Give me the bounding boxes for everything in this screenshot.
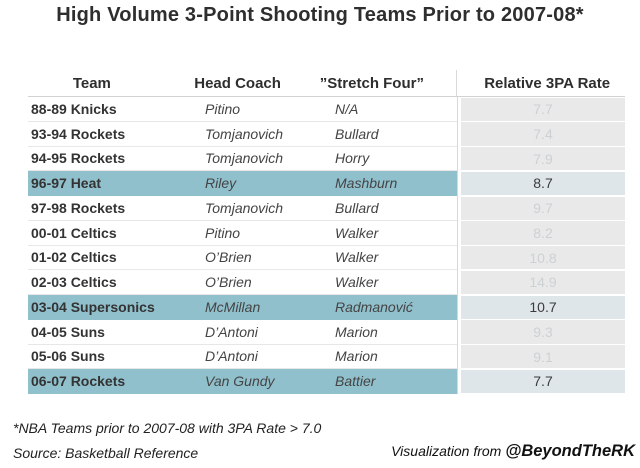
rate-value: 10.8: [461, 246, 625, 270]
table-row: 05-06 Suns D’Antoni Marion 9.1: [28, 344, 625, 370]
rate-value: 9.7: [461, 196, 625, 220]
stretch-four-cell: Mashburn: [332, 171, 457, 196]
rate-cell: 9.3: [457, 319, 625, 345]
head-coach-cell: D’Antoni: [200, 320, 332, 345]
table-row: 00-01 Celtics Pitino Walker 8.2: [28, 220, 625, 246]
rate-value: 9.3: [461, 320, 625, 344]
table-row: 88-89 Knicks Pitino N/A 7.7: [28, 97, 625, 122]
rate-cell: 8.2: [457, 220, 625, 246]
stretch-four-cell: N/A: [332, 97, 457, 122]
table-row: 93-94 Rockets Tomjanovich Bullard 7.4: [28, 121, 625, 147]
rate-value: 10.7: [461, 295, 625, 319]
head-coach-cell: Pitino: [200, 221, 332, 246]
team-cell: 88-89 Knicks: [28, 97, 200, 122]
rate-cell: 9.1: [457, 344, 625, 370]
rate-value: 8.2: [461, 221, 625, 245]
rate-value: 9.1: [461, 345, 625, 369]
rate-value: 14.9: [461, 270, 625, 294]
team-cell: 06-07 Rockets: [28, 369, 200, 394]
stretch-four-cell: Marion: [332, 320, 457, 345]
column-header-rate-wrap: Relative 3PA Rate: [456, 70, 625, 96]
head-coach-cell: Riley: [200, 171, 332, 196]
column-header-stretch-four: ”Stretch Four”: [319, 74, 424, 92]
rate-value: 7.7: [461, 369, 625, 393]
table-row: 94-95 Rockets Tomjanovich Horry 7.9: [28, 146, 625, 172]
stretch-four-cell: Walker: [332, 221, 457, 246]
table-row: 03-04 Supersonics McMillan Radmanović 10…: [28, 295, 625, 320]
page-title: High Volume 3-Point Shooting Teams Prior…: [56, 4, 584, 26]
team-cell: 93-94 Rockets: [28, 122, 200, 147]
source-note: Source: Basketball Reference: [13, 445, 199, 461]
head-coach-cell: Van Gundy: [200, 369, 332, 394]
table-body: 88-89 Knicks Pitino N/A 7.7 93-94 Rocket…: [28, 97, 625, 394]
head-coach-cell: O’Brien: [200, 246, 332, 271]
team-cell: 94-95 Rockets: [28, 147, 200, 172]
rate-cell: 7.9: [457, 146, 625, 172]
table-row: 97-98 Rockets Tomjanovich Bullard 9.7: [28, 196, 625, 221]
head-coach-cell: Pitino: [200, 97, 332, 122]
rate-cell: 7.4: [457, 121, 625, 147]
stretch-four-cell: Radmanović: [332, 295, 457, 320]
stretch-four-cell: Horry: [332, 147, 457, 172]
team-cell: 01-02 Celtics: [28, 246, 200, 271]
stretch-four-cell: Walker: [332, 246, 457, 271]
table-row: 02-03 Celtics O’Brien Walker 14.9: [28, 270, 625, 295]
team-cell: 04-05 Suns: [28, 320, 200, 345]
rate-value: 7.7: [461, 97, 625, 121]
rate-cell: 9.7: [457, 196, 625, 221]
footnote-asterisk: *NBA Teams prior to 2007-08 with 3PA Rat…: [13, 420, 322, 436]
table-row: 06-07 Rockets Van Gundy Battier 7.7: [28, 369, 625, 394]
rate-cell: 10.7: [457, 295, 625, 320]
credit-handle: @BeyondTheRK: [505, 442, 635, 460]
head-coach-cell: O’Brien: [200, 270, 332, 295]
rate-value: 7.9: [461, 147, 625, 171]
head-coach-cell: Tomjanovich: [200, 196, 332, 221]
team-cell: 96-97 Heat: [28, 171, 200, 196]
table-header-row: Team Head Coach ”Stretch Four” Relative …: [28, 70, 625, 97]
team-cell: 97-98 Rockets: [28, 196, 200, 221]
rate-cell: 10.8: [457, 245, 625, 271]
stretch-four-cell: Battier: [332, 369, 457, 394]
head-coach-cell: D’Antoni: [200, 345, 332, 370]
rate-cell: 7.7: [457, 97, 625, 122]
table-row: 96-97 Heat Riley Mashburn 8.7: [28, 171, 625, 196]
rate-value: 7.4: [461, 122, 625, 146]
rate-value: 8.7: [461, 171, 625, 195]
table-row: 04-05 Suns D’Antoni Marion 9.3: [28, 319, 625, 345]
rate-cell: 7.7: [457, 369, 625, 394]
column-header-head-coach: Head Coach: [194, 74, 281, 92]
column-header-relative-3pa-rate: Relative 3PA Rate: [484, 74, 611, 92]
rate-cell: 8.7: [457, 171, 625, 196]
credit-prefix: Visualization from: [391, 443, 506, 459]
head-coach-cell: Tomjanovich: [200, 122, 332, 147]
credit: Visualization from @BeyondTheRK: [391, 442, 635, 461]
head-coach-cell: McMillan: [200, 295, 332, 320]
table-row: 01-02 Celtics O’Brien Walker 10.8: [28, 245, 625, 271]
team-cell: 02-03 Celtics: [28, 270, 200, 295]
head-coach-cell: Tomjanovich: [200, 147, 332, 172]
stretch-four-cell: Marion: [332, 345, 457, 370]
team-cell: 05-06 Suns: [28, 345, 200, 370]
team-cell: 03-04 Supersonics: [28, 295, 200, 320]
team-cell: 00-01 Celtics: [28, 221, 200, 246]
stretch-four-cell: Bullard: [332, 196, 457, 221]
stretch-four-cell: Walker: [332, 270, 457, 295]
column-header-team: Team: [72, 74, 111, 92]
data-table: Team Head Coach ”Stretch Four” Relative …: [28, 70, 625, 394]
stretch-four-cell: Bullard: [332, 122, 457, 147]
rate-cell: 14.9: [457, 270, 625, 295]
